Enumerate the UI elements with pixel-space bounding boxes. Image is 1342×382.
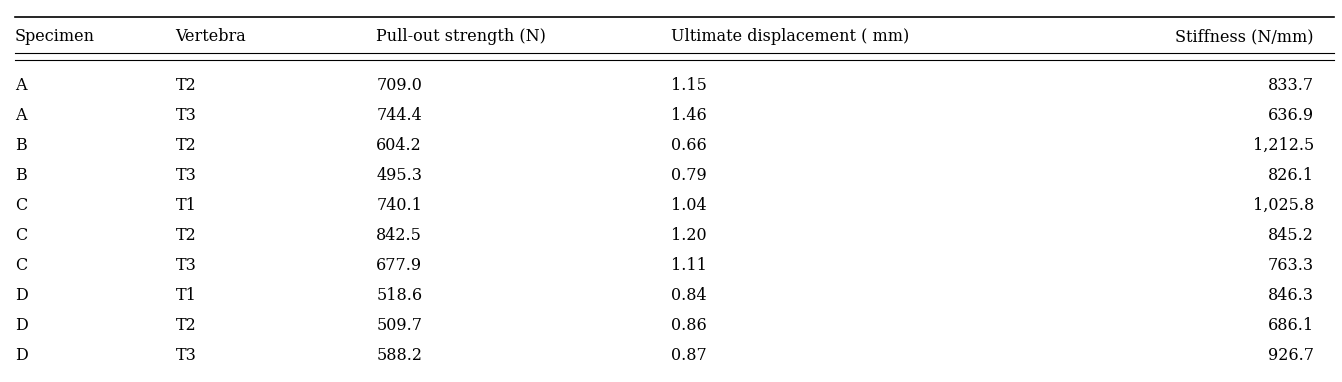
Text: Pull-out strength (N): Pull-out strength (N) — [376, 28, 546, 45]
Text: 636.9: 636.9 — [1268, 107, 1314, 124]
Text: 0.87: 0.87 — [671, 347, 707, 364]
Text: 0.66: 0.66 — [671, 137, 707, 154]
Text: 842.5: 842.5 — [376, 227, 423, 244]
Text: 677.9: 677.9 — [376, 257, 423, 274]
Text: A: A — [15, 107, 27, 124]
Text: 1.15: 1.15 — [671, 77, 707, 94]
Text: D: D — [15, 347, 28, 364]
Text: T2: T2 — [176, 317, 196, 334]
Text: 740.1: 740.1 — [376, 197, 423, 214]
Text: D: D — [15, 317, 28, 334]
Text: 846.3: 846.3 — [1268, 287, 1314, 304]
Text: T2: T2 — [176, 227, 196, 244]
Text: Ultimate displacement ( mm): Ultimate displacement ( mm) — [671, 28, 910, 45]
Text: T1: T1 — [176, 197, 196, 214]
Text: 709.0: 709.0 — [376, 77, 423, 94]
Text: B: B — [15, 167, 27, 184]
Text: 833.7: 833.7 — [1268, 77, 1314, 94]
Text: T3: T3 — [176, 347, 196, 364]
Text: 1,212.5: 1,212.5 — [1252, 137, 1314, 154]
Text: C: C — [15, 227, 27, 244]
Text: 763.3: 763.3 — [1268, 257, 1314, 274]
Text: 1.20: 1.20 — [671, 227, 707, 244]
Text: 744.4: 744.4 — [376, 107, 423, 124]
Text: T3: T3 — [176, 107, 196, 124]
Text: D: D — [15, 287, 28, 304]
Text: B: B — [15, 137, 27, 154]
Text: T2: T2 — [176, 77, 196, 94]
Text: Specimen: Specimen — [15, 28, 95, 45]
Text: C: C — [15, 257, 27, 274]
Text: 686.1: 686.1 — [1268, 317, 1314, 334]
Text: 588.2: 588.2 — [376, 347, 423, 364]
Text: 0.84: 0.84 — [671, 287, 707, 304]
Text: 0.79: 0.79 — [671, 167, 707, 184]
Text: C: C — [15, 197, 27, 214]
Text: T3: T3 — [176, 257, 196, 274]
Text: T3: T3 — [176, 167, 196, 184]
Text: T1: T1 — [176, 287, 196, 304]
Text: 1.11: 1.11 — [671, 257, 707, 274]
Text: 845.2: 845.2 — [1268, 227, 1314, 244]
Text: A: A — [15, 77, 27, 94]
Text: 495.3: 495.3 — [376, 167, 423, 184]
Text: T2: T2 — [176, 137, 196, 154]
Text: Stiffness (N/mm): Stiffness (N/mm) — [1176, 28, 1314, 45]
Text: 1.46: 1.46 — [671, 107, 707, 124]
Text: 1,025.8: 1,025.8 — [1252, 197, 1314, 214]
Text: 1.04: 1.04 — [671, 197, 707, 214]
Text: 926.7: 926.7 — [1268, 347, 1314, 364]
Text: 0.86: 0.86 — [671, 317, 707, 334]
Text: Vertebra: Vertebra — [176, 28, 246, 45]
Text: 518.6: 518.6 — [376, 287, 423, 304]
Text: 826.1: 826.1 — [1268, 167, 1314, 184]
Text: 604.2: 604.2 — [376, 137, 423, 154]
Text: 509.7: 509.7 — [376, 317, 423, 334]
